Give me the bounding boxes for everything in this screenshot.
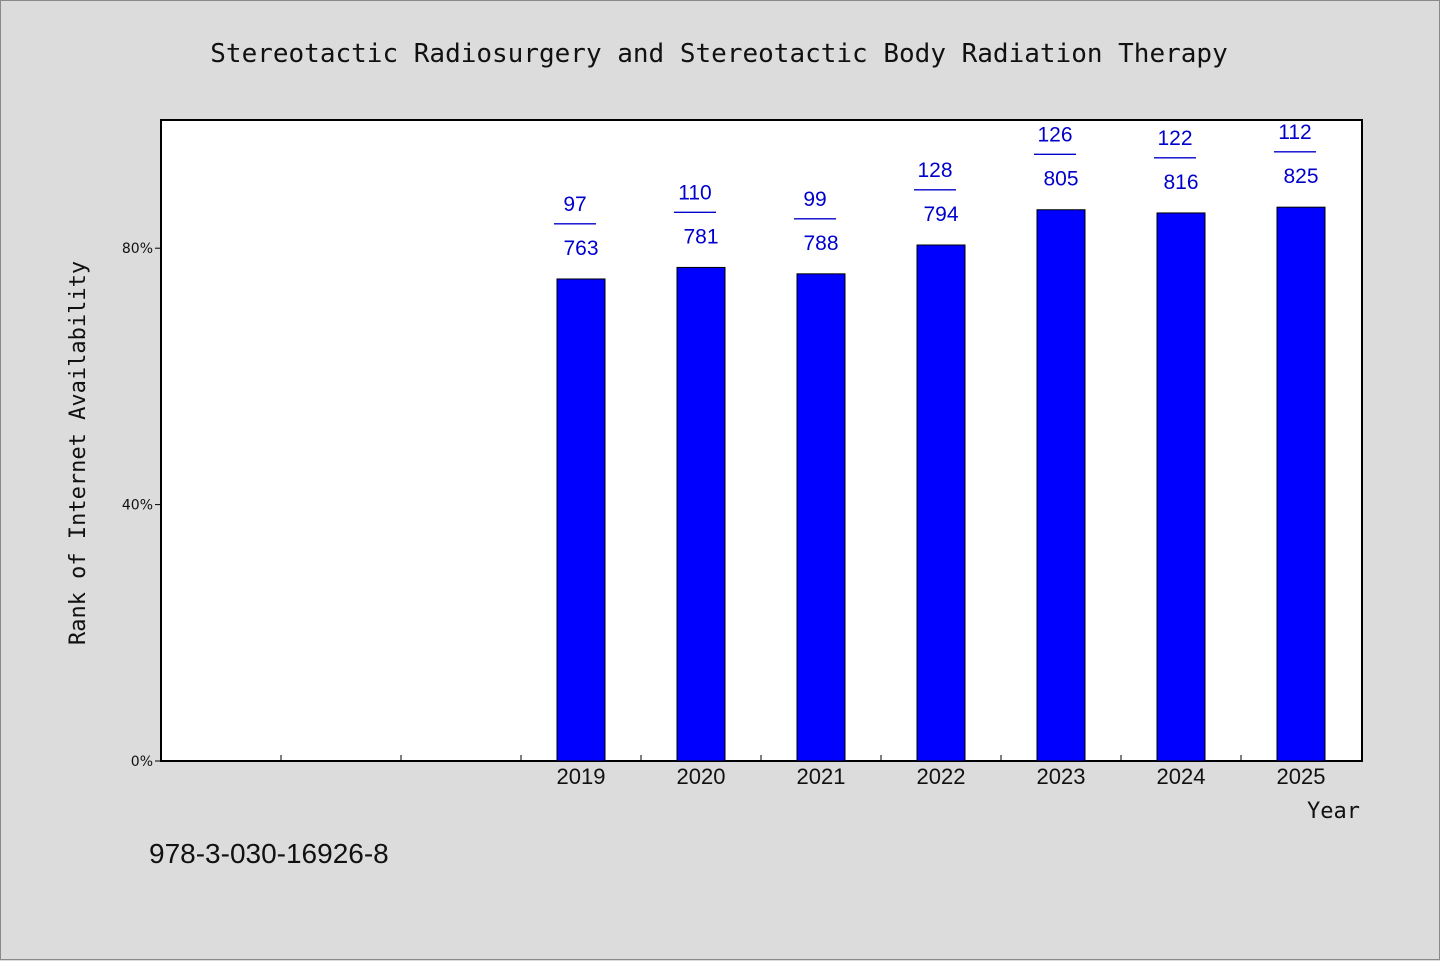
data-label-bottom: 788: [803, 232, 838, 255]
x-tick-label: 2020: [677, 764, 726, 789]
data-label-separator: ——: [554, 211, 596, 234]
y-axis-label: Rank of Internet Availability: [66, 261, 91, 645]
data-label-separator: ——: [914, 177, 956, 200]
data-label-separator: ——: [794, 206, 836, 229]
data-label-bottom: 825: [1283, 165, 1318, 188]
x-tick-label: 2022: [917, 764, 966, 789]
bar: [1156, 212, 1206, 762]
x-axis-label: Year: [1307, 799, 1360, 824]
data-label-top: 112: [1278, 121, 1311, 144]
x-tick-label: 2024: [1157, 764, 1206, 789]
x-tick-label: 2019: [557, 764, 606, 789]
bar: [1036, 209, 1086, 762]
y-tick-label: 80%: [122, 241, 153, 257]
data-label-separator: ——: [1034, 142, 1076, 165]
bar: [916, 244, 966, 762]
bar: [1276, 206, 1326, 762]
x-tick-label: 2025: [1277, 764, 1326, 789]
data-label-top: 99: [803, 188, 826, 211]
data-label-bottom: 816: [1163, 171, 1198, 194]
data-label-bottom: 794: [923, 203, 958, 226]
data-label-separator: ——: [1274, 139, 1316, 162]
data-label-top: 126: [1037, 124, 1072, 147]
bar: [796, 273, 846, 762]
axis-ticks: 0% 40% 80% 2019 2020 2021 2022 2023 2024 2025: [122, 241, 1326, 789]
y-tick-label: 40%: [122, 498, 153, 514]
data-label-top: 122: [1157, 127, 1192, 150]
x-tick-label: 2021: [797, 764, 846, 789]
data-labels-group: 97——763110——78199——788128——794126——80512…: [554, 121, 1319, 260]
data-label-top: 97: [563, 193, 586, 216]
bar: [556, 278, 606, 762]
chart-title: Stereotactic Radiosurgery and Stereotact…: [210, 39, 1227, 69]
data-label-separator: ——: [1154, 145, 1196, 168]
data-label-bottom: 763: [563, 237, 598, 260]
y-tick-label: 0%: [131, 754, 153, 770]
data-label-bottom: 805: [1043, 168, 1078, 191]
isbn-text: 978-3-030-16926-8: [149, 838, 389, 869]
bars-group: [556, 206, 1326, 762]
data-label-top: 128: [917, 159, 952, 182]
bar: [676, 266, 726, 762]
x-tick-label: 2023: [1037, 764, 1086, 789]
data-label-separator: ——: [674, 199, 716, 222]
data-label-top: 110: [678, 181, 711, 204]
data-label-bottom: 781: [683, 225, 718, 248]
